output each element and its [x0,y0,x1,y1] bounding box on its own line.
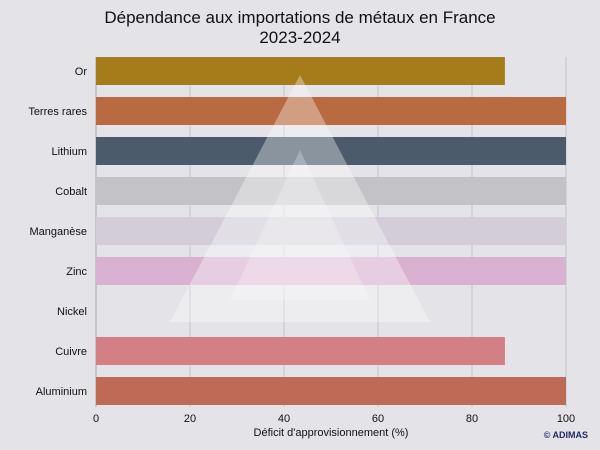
y-category-label: Manganèse [30,226,88,238]
bar-manganèse [96,217,566,245]
chart-title: Dépendance aux importations de métaux en… [0,8,600,48]
x-tick-label: 60 [372,413,384,425]
y-category-label: Cuivre [55,346,87,358]
bar-cuivre [96,337,505,365]
bar-aluminium [96,377,566,405]
y-category-label: Zinc [66,266,87,278]
watermark-logo [170,75,430,322]
x-tick-label: 80 [466,413,478,425]
chart-title-line-1: Dépendance aux importations de métaux en… [104,8,496,27]
copyright-credit: © ADIMAS [543,430,588,440]
y-category-label: Or [75,66,88,78]
x-axis-label: Déficit d'approvisionnement (%) [254,427,409,439]
bar-zinc [96,257,566,285]
x-tick-label: 40 [278,413,290,425]
y-category-label: Nickel [57,306,87,318]
y-category-label: Cobalt [55,186,87,198]
x-tick-label: 100 [557,413,575,425]
y-category-label: Terres rares [28,106,87,118]
bar-cobalt [96,177,566,205]
x-tick-label: 20 [184,413,196,425]
bar-terres-rares [96,97,566,125]
y-category-label: Aluminium [36,386,87,398]
bar-or [96,57,505,85]
y-category-label: Lithium [52,146,87,158]
bar-lithium [96,137,566,165]
x-tick-label: 0 [93,413,99,425]
chart-title-line-2: 2023-2024 [259,28,341,47]
